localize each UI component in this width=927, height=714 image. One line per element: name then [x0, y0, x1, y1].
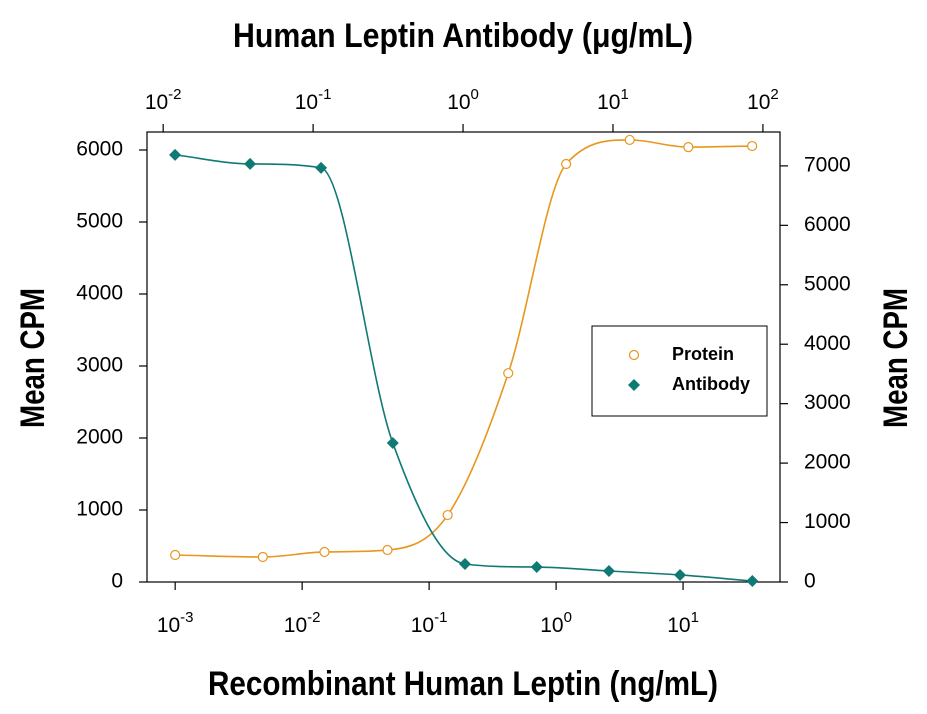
x-tick-label: 10-2 — [284, 609, 321, 637]
tick-exponent: 0 — [564, 609, 572, 626]
legend-box — [591, 325, 768, 417]
x-tick-label: 101 — [597, 86, 629, 114]
data-point — [746, 574, 759, 587]
tick-exponent: -1 — [318, 86, 331, 103]
tick-exponent: -2 — [307, 609, 320, 626]
x-tick-label: 100 — [540, 609, 572, 637]
data-point — [561, 158, 572, 170]
tick-exponent: 1 — [620, 86, 628, 103]
tick-exponent: 1 — [691, 609, 699, 626]
data-point — [244, 157, 257, 170]
fit-curve — [175, 139, 753, 558]
data-point — [315, 161, 328, 174]
y-tick-label: 1000 — [76, 498, 123, 521]
tick-exponent: 0 — [471, 86, 479, 103]
tick-exponent: -2 — [168, 86, 181, 103]
data-point — [442, 509, 453, 521]
data-point — [169, 148, 182, 161]
x-axis-title: Recombinant Human Leptin (ng/mL) — [208, 665, 718, 703]
y2-tick-label: 5000 — [804, 272, 851, 295]
legend-label: Protein — [672, 344, 734, 364]
x-tick-label: 101 — [667, 609, 699, 637]
y-tick-label: 2000 — [76, 426, 123, 449]
tick-base: 10 — [540, 614, 563, 637]
x-tick-label: 10-1 — [295, 86, 332, 114]
y2-tick-label: 0 — [804, 570, 816, 593]
tick-base: 10 — [157, 614, 180, 637]
data-point — [382, 544, 393, 556]
data-point — [170, 549, 181, 561]
tick-base: 10 — [145, 91, 168, 114]
top-axis-title: Human Leptin Antibody (μg/mL) — [233, 17, 693, 55]
data-point — [503, 368, 514, 379]
legend-label: Antibody — [672, 374, 750, 394]
x-tick-label: 10-3 — [157, 609, 194, 637]
y2-tick-label: 7000 — [804, 153, 851, 176]
y-axis-title: Mean CPM — [14, 288, 52, 428]
tick-base: 10 — [295, 91, 318, 114]
tick-exponent: -1 — [434, 609, 447, 626]
legend-marker — [628, 379, 640, 391]
tick-base: 10 — [411, 614, 434, 637]
y-tick-label: 6000 — [76, 138, 123, 161]
x-tick-label: 10-2 — [145, 86, 182, 114]
y2-tick-label: 2000 — [804, 451, 851, 474]
tick-exponent: -3 — [180, 609, 193, 626]
y-tick-label: 4000 — [76, 282, 123, 305]
tick-exponent: 2 — [770, 86, 778, 103]
data-point — [257, 551, 268, 563]
x-tick-label: 102 — [747, 86, 779, 114]
y2-tick-label: 4000 — [804, 332, 851, 355]
data-point — [683, 142, 694, 153]
y2-tick-label: 6000 — [804, 213, 851, 236]
tick-base: 10 — [667, 614, 690, 637]
data-point — [624, 134, 635, 146]
y2-axis-title: Mean CPM — [877, 288, 915, 428]
data-point — [674, 568, 687, 581]
y2-tick-label: 3000 — [804, 391, 851, 414]
tick-base: 10 — [284, 614, 307, 637]
fit-curve — [174, 154, 753, 582]
y-tick-label: 3000 — [76, 354, 123, 377]
x-tick-label: 10-1 — [411, 609, 448, 637]
tick-base: 10 — [747, 91, 770, 114]
data-point — [747, 140, 758, 152]
data-point — [386, 436, 399, 449]
y2-tick-label: 1000 — [804, 510, 851, 533]
data-point — [458, 557, 471, 570]
tick-base: 10 — [597, 91, 620, 114]
tick-base: 10 — [447, 91, 470, 114]
y-tick-label: 0 — [111, 570, 123, 593]
data-point — [530, 561, 543, 574]
y-tick-label: 5000 — [76, 210, 123, 233]
data-point — [319, 546, 330, 558]
data-point — [602, 565, 615, 578]
x-tick-label: 100 — [447, 86, 479, 114]
legend-marker — [628, 349, 640, 361]
